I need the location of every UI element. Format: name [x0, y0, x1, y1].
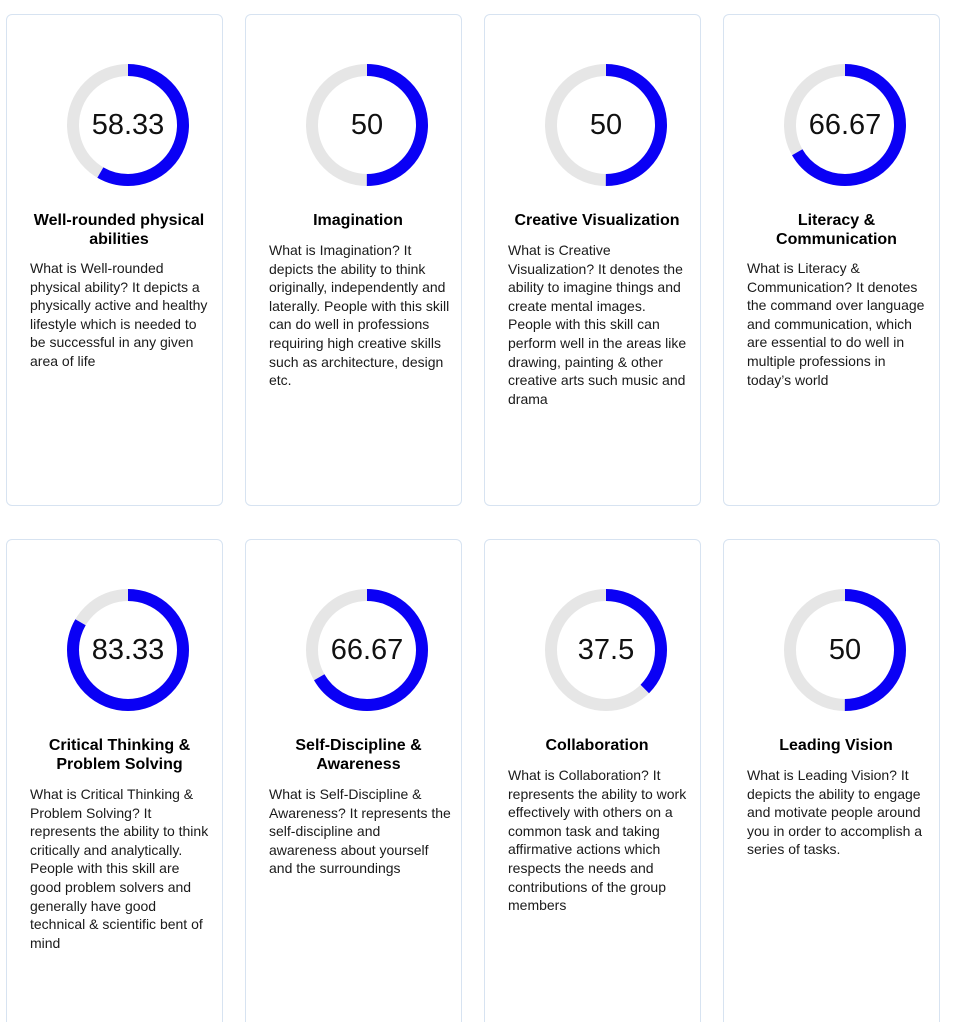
progress-ring: 58.33	[66, 63, 190, 187]
progress-ring: 66.67	[305, 588, 429, 712]
progress-ring: 50	[544, 63, 668, 187]
score-value: 66.67	[330, 634, 404, 666]
progress-ring-graphic	[306, 589, 428, 711]
progress-ring: 83.33	[66, 588, 190, 712]
skill-card-creative-visualization: 50 Creative Visualization What is Creati…	[484, 14, 701, 506]
skill-description: What is Leading Vision? It depicts the a…	[747, 767, 923, 858]
skill-title: Leading Vision	[779, 737, 893, 754]
skill-card-self-discipline: 66.67 Self-Discipline & Awareness What i…	[245, 539, 462, 1022]
progress-ring-graphic	[545, 589, 667, 711]
skill-title: Well-rounded physical abilities	[33, 212, 205, 248]
skill-description: What is Collaboration? It represents the…	[508, 767, 687, 914]
progress-ring: 37.5	[544, 588, 668, 712]
progress-ring-graphic	[784, 64, 906, 186]
progress-ring-graphic	[545, 64, 667, 186]
score-value: 50	[589, 109, 623, 141]
skill-title: Imagination	[313, 212, 403, 229]
skill-title: Self-Discipline & Awareness	[295, 737, 422, 773]
progress-ring-graphic	[784, 589, 906, 711]
progress-ring: 50	[783, 588, 907, 712]
progress-ring-graphic	[67, 589, 189, 711]
progress-ring-graphic	[67, 64, 189, 186]
progress-ring: 66.67	[783, 63, 907, 187]
score-value: 50	[350, 109, 384, 141]
skill-card-imagination: 50 Imagination What is Imagination? It d…	[245, 14, 462, 506]
skill-title: Creative Visualization	[514, 212, 680, 229]
skill-description: What is Creative Visualization? It denot…	[508, 242, 687, 407]
progress-ring-graphic	[306, 64, 428, 186]
skill-description: What is Self-Discipline & Awareness? It …	[269, 786, 451, 877]
skill-card-collaboration: 37.5 Collaboration What is Collaboration…	[484, 539, 701, 1022]
skill-title: Critical Thinking & Problem Solving	[48, 737, 191, 773]
score-value: 66.67	[808, 109, 882, 141]
skill-card-leading-vision: 50 Leading Vision What is Leading Vision…	[723, 539, 940, 1022]
score-value: 83.33	[91, 634, 165, 666]
skill-description: What is Critical Thinking & Problem Solv…	[30, 786, 209, 951]
skill-card-critical-thinking: 83.33 Critical Thinking & Problem Solvin…	[6, 539, 223, 1022]
skill-card-well-rounded: 58.33 Well-rounded physical abilities Wh…	[6, 14, 223, 506]
score-value: 58.33	[91, 109, 165, 141]
skill-description: What is Well-rounded physical ability? I…	[30, 260, 208, 369]
skill-title: Collaboration	[545, 737, 649, 754]
skill-card-literacy-communication: 66.67 Literacy & Communication What is L…	[723, 14, 940, 506]
skill-description: What is Imagination? It depicts the abil…	[269, 242, 450, 389]
skill-description: What is Literacy & Communication? It den…	[747, 260, 925, 388]
skill-title: Literacy & Communication	[776, 212, 897, 248]
score-value: 50	[828, 634, 862, 666]
progress-ring: 50	[305, 63, 429, 187]
score-value: 37.5	[577, 634, 635, 666]
